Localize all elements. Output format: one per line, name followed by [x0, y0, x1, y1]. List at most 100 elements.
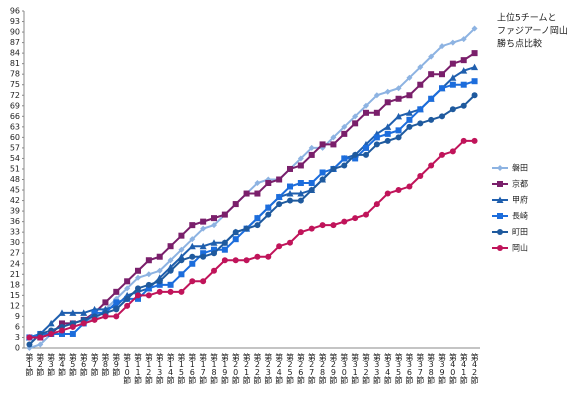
data-point	[145, 285, 152, 292]
data-point	[199, 242, 207, 250]
x-tick-label: 第10節	[123, 352, 132, 385]
y-tick-label: 51	[10, 164, 20, 173]
y-tick-label: 60	[10, 133, 20, 142]
data-point	[330, 222, 337, 229]
data-point	[80, 320, 87, 327]
y-tick-label: 42	[10, 196, 20, 205]
data-point	[156, 288, 163, 295]
data-point	[384, 123, 392, 130]
x-tick-label: 第21節	[242, 352, 251, 385]
data-point	[37, 341, 44, 348]
data-point	[460, 102, 467, 109]
data-point	[352, 215, 359, 222]
legend-marker	[497, 165, 503, 171]
data-point	[460, 36, 467, 43]
data-point	[449, 81, 456, 88]
y-tick-label: 27	[10, 249, 20, 258]
x-tick-label: 第26節	[296, 352, 305, 385]
data-point	[287, 183, 293, 190]
x-tick-label: 第27節	[307, 352, 316, 385]
x-tick-label: 第30節	[340, 352, 349, 385]
data-point	[200, 250, 207, 257]
x-tick-label: 第28節	[318, 352, 327, 385]
data-point	[47, 319, 55, 327]
x-tick-label: 第24節	[275, 352, 284, 385]
data-point	[178, 232, 185, 239]
data-point	[26, 334, 33, 341]
data-point	[395, 127, 402, 134]
x-tick-label: 第1節	[25, 352, 34, 377]
data-point	[395, 187, 402, 194]
data-point	[102, 299, 109, 306]
data-point	[395, 85, 402, 92]
y-tick-label: 45	[10, 186, 20, 195]
data-point	[428, 162, 435, 169]
data-point	[210, 239, 218, 246]
y-tick-label: 81	[10, 59, 20, 68]
data-point	[405, 109, 413, 116]
x-tick-label: 第16節	[188, 352, 197, 385]
data-point	[145, 271, 152, 278]
data-point	[276, 201, 283, 208]
data-point	[439, 85, 445, 92]
data-point	[417, 172, 424, 179]
data-point	[167, 288, 174, 295]
y-tick-label: 30	[10, 238, 20, 247]
y-tick-label: 21	[10, 270, 20, 279]
x-tick-label: 第42節	[470, 352, 479, 385]
data-point	[384, 190, 391, 197]
data-point	[406, 74, 413, 81]
data-point	[363, 151, 369, 158]
data-point	[471, 78, 478, 85]
data-point	[449, 60, 456, 67]
data-point	[417, 106, 424, 113]
x-tick-label: 第29節	[329, 352, 338, 385]
legend-label: 岡山	[512, 243, 528, 253]
data-point	[406, 116, 413, 123]
data-point	[297, 190, 305, 197]
data-point	[124, 278, 131, 285]
data-point	[363, 211, 369, 218]
data-point	[373, 109, 380, 116]
x-tick-label: 第37節	[416, 352, 425, 385]
data-point	[287, 165, 293, 172]
y-tick-label: 66	[10, 112, 20, 121]
data-point	[178, 288, 185, 295]
data-point	[167, 267, 174, 274]
data-point	[178, 257, 185, 264]
data-point	[145, 281, 152, 288]
data-point	[449, 74, 457, 81]
data-point	[113, 306, 120, 313]
data-point	[243, 190, 250, 197]
data-point	[384, 88, 391, 95]
y-tick-label: 33	[10, 228, 20, 237]
data-point	[221, 211, 228, 218]
y-tick-label: 18	[10, 280, 20, 289]
data-point	[189, 236, 196, 243]
y-tick-label: 78	[10, 70, 20, 79]
data-point	[69, 330, 76, 337]
data-point	[287, 197, 293, 204]
y-tick-label: 96	[10, 7, 20, 16]
data-point	[406, 123, 413, 130]
data-point	[232, 229, 239, 236]
x-tick-label: 第23節	[264, 352, 273, 385]
legend-marker	[496, 196, 504, 203]
x-tick-label: 第18節	[210, 352, 219, 385]
data-point	[449, 106, 456, 113]
data-point	[341, 155, 348, 162]
data-point	[189, 278, 196, 285]
data-point	[135, 267, 141, 274]
data-point	[297, 180, 304, 187]
data-point	[352, 151, 359, 158]
y-tick-label: 48	[10, 175, 20, 184]
data-point	[287, 239, 293, 246]
data-point	[449, 148, 456, 155]
data-point	[156, 253, 163, 260]
data-point	[330, 141, 337, 148]
data-point	[471, 137, 478, 144]
data-point	[69, 309, 77, 316]
data-point	[200, 253, 207, 260]
legend-label: 京都	[512, 179, 528, 189]
y-tick-label: 3	[15, 333, 20, 342]
